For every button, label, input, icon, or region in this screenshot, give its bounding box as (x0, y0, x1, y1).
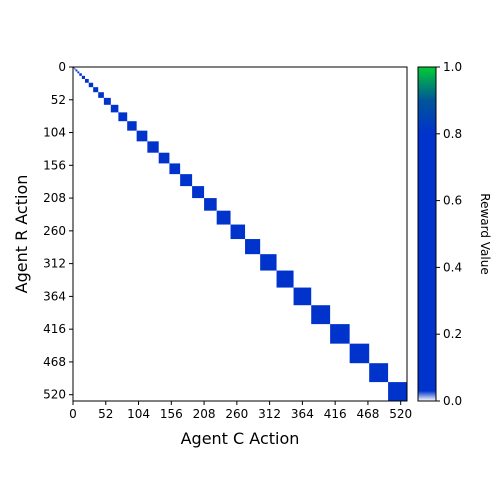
colorbar-tick-label-4: 0.8 (443, 127, 462, 141)
y-tick-label-3: 156 (43, 158, 66, 172)
colorbar-gradient (418, 67, 436, 401)
y-tick-label-10: 520 (43, 388, 66, 402)
colorbar-label: Reward Value (478, 193, 492, 274)
heatmap-block-27 (311, 305, 331, 325)
colorbar-tick-label-3: 0.6 (443, 194, 462, 208)
heatmap-block-17 (169, 163, 181, 175)
heatmap-block-22 (230, 224, 246, 240)
y-tick-label-6: 312 (43, 257, 66, 271)
heatmap-block-0 (73, 67, 75, 69)
x-tick-label-8: 416 (324, 407, 347, 421)
heatmap-block-5 (81, 75, 85, 79)
heatmap-block-31 (388, 382, 407, 401)
x-tick-label-6: 312 (258, 407, 281, 421)
y-axis-label: Agent R Action (12, 175, 31, 294)
x-tick-label-10: 520 (389, 407, 412, 421)
y-axis-ticks: 0 52 104 156 208 260 312 364 416 468 520 (43, 60, 73, 402)
colorbar-frame (417, 66, 437, 402)
y-tick-label-5: 260 (43, 224, 66, 238)
x-tick-label-5: 260 (225, 407, 248, 421)
heatmap-block-18 (180, 174, 193, 187)
x-tick-label-0: 0 (69, 407, 77, 421)
heatmap-block-21 (216, 210, 231, 225)
heatmap-block-6 (84, 78, 89, 83)
heatmap-block-14 (136, 130, 148, 142)
y-tick-label-7: 364 (43, 289, 66, 303)
heatmap-block-30 (369, 363, 389, 383)
heatmap-block-4 (79, 73, 82, 76)
heatmap-block-13 (127, 121, 137, 131)
colorbar-tick-label-1: 0.2 (443, 327, 462, 341)
y-tick-label-9: 468 (43, 355, 66, 369)
x-axis-label: Agent C Action (181, 429, 300, 448)
heatmap-block-1 (74, 68, 76, 70)
heatmap-block-29 (349, 343, 370, 364)
heatmap-block-15 (147, 141, 159, 153)
heatmap-block-9 (98, 92, 104, 98)
y-tick-label-0: 0 (58, 60, 66, 74)
y-tick-label-1: 52 (51, 93, 66, 107)
colorbar-tick-label-2: 0.4 (443, 260, 462, 274)
x-tick-label-1: 52 (98, 407, 113, 421)
x-tick-label-4: 208 (193, 407, 216, 421)
y-tick-label-2: 104 (43, 126, 66, 140)
heatmap-block-23 (245, 239, 261, 255)
heatmap-block-11 (110, 104, 119, 113)
heatmap-block-16 (158, 152, 170, 164)
heatmap-block-8 (93, 87, 99, 93)
heatmap-block-2 (75, 69, 78, 72)
x-tick-label-2: 104 (127, 407, 150, 421)
heatmap-block-3 (77, 71, 80, 74)
y-tick-label-8: 416 (43, 322, 66, 336)
x-axis-ticks: 0 52 104 156 208 260 312 364 416 468 520 (69, 401, 412, 421)
heatmap-block-26 (293, 287, 312, 306)
y-tick-label-4: 208 (43, 191, 66, 205)
x-tick-label-7: 364 (291, 407, 314, 421)
heatmap-block-28 (330, 324, 350, 344)
heatmap-block-19 (192, 186, 205, 199)
heatmap-block-12 (118, 112, 128, 122)
x-tick-label-3: 156 (160, 407, 183, 421)
colorbar-tick-label-0: 0.0 (443, 394, 462, 408)
heatmap-block-25 (276, 270, 294, 288)
heatmap-block-24 (260, 254, 277, 271)
x-tick-label-9: 468 (356, 407, 379, 421)
heatmap-block-10 (103, 97, 111, 105)
colorbar-tick-label-5: 1.0 (443, 60, 462, 74)
plot-frame (72, 66, 408, 402)
heatmap-block-7 (88, 82, 94, 88)
heatmap-cells (73, 67, 407, 401)
heatmap-block-20 (204, 198, 217, 211)
colorbar-ticks: 0.0 0.2 0.4 0.6 0.8 1.0 (436, 60, 462, 408)
